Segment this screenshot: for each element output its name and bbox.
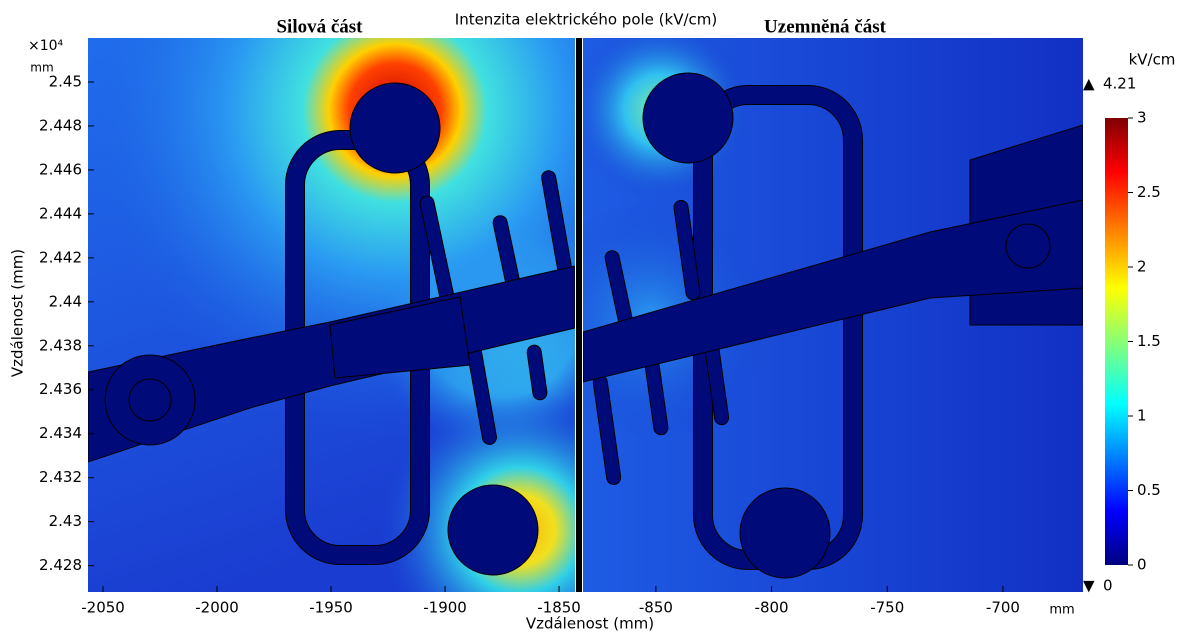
field-right bbox=[583, 38, 1083, 592]
y-tick-label: 2.444 bbox=[39, 204, 82, 222]
panel-title: Uzemněná část bbox=[764, 16, 887, 37]
y-tick-label: 2.436 bbox=[39, 380, 82, 398]
colorbar-tick-label: 2 bbox=[1137, 258, 1147, 276]
colorbar-min: 0 bbox=[1103, 577, 1113, 595]
panel-title: Silová část bbox=[276, 16, 363, 37]
colorbar-tick-label: 2.5 bbox=[1137, 183, 1161, 201]
x-tick-label: -800 bbox=[755, 599, 789, 617]
x-tick-label: -700 bbox=[986, 599, 1020, 617]
max-marker: ▲ bbox=[1083, 75, 1095, 93]
colorbar-unit: kV/cm bbox=[1129, 51, 1176, 69]
y-tick-label: 2.428 bbox=[39, 556, 82, 574]
colorbar-tick-label: 1 bbox=[1137, 407, 1147, 425]
y-multiplier: ×10⁴ bbox=[28, 38, 64, 54]
x-tick-label: -2050 bbox=[81, 599, 125, 617]
colorbar-tick-label: 0 bbox=[1137, 556, 1147, 574]
colorbar-tick-label: 1.5 bbox=[1137, 332, 1161, 350]
y-tick-label: 2.446 bbox=[39, 160, 82, 178]
field-left bbox=[88, 38, 575, 592]
min-marker: ▼ bbox=[1083, 577, 1095, 595]
y-tick-label: 2.43 bbox=[49, 512, 82, 530]
x-tick-label: -750 bbox=[870, 599, 904, 617]
colorbar-tick-label: 3 bbox=[1137, 109, 1147, 127]
x-tick-label: -1850 bbox=[537, 599, 581, 617]
y-axis-label: Vzdálenost (mm) bbox=[9, 249, 27, 377]
y-tick-label: 2.442 bbox=[39, 248, 82, 266]
colorbar-tick-label: 0.5 bbox=[1137, 481, 1161, 499]
chart-title: Intenzita elektrického pole (kV/cm) bbox=[455, 11, 717, 29]
y-tick-label: 2.434 bbox=[39, 424, 82, 442]
x-tick-label: -1950 bbox=[309, 599, 353, 617]
x-axis-label: Vzdálenost (mm) bbox=[526, 615, 654, 633]
x-tick-label: -1900 bbox=[423, 599, 467, 617]
y-tick-label: 2.44 bbox=[49, 292, 82, 310]
y-tick-label: 2.432 bbox=[39, 468, 82, 486]
colorbar bbox=[1105, 118, 1128, 565]
x-tick-label: -850 bbox=[639, 599, 673, 617]
y-unit: mm bbox=[30, 61, 53, 75]
y-tick-label: 2.448 bbox=[39, 116, 82, 134]
y-tick-label: 2.45 bbox=[49, 72, 82, 90]
panel-separator bbox=[576, 38, 582, 592]
colorbar-max: 4.21 bbox=[1103, 75, 1136, 93]
y-tick-label: 2.438 bbox=[39, 336, 82, 354]
x-tick-label: -2000 bbox=[195, 599, 239, 617]
x-unit: mm bbox=[1049, 603, 1074, 618]
